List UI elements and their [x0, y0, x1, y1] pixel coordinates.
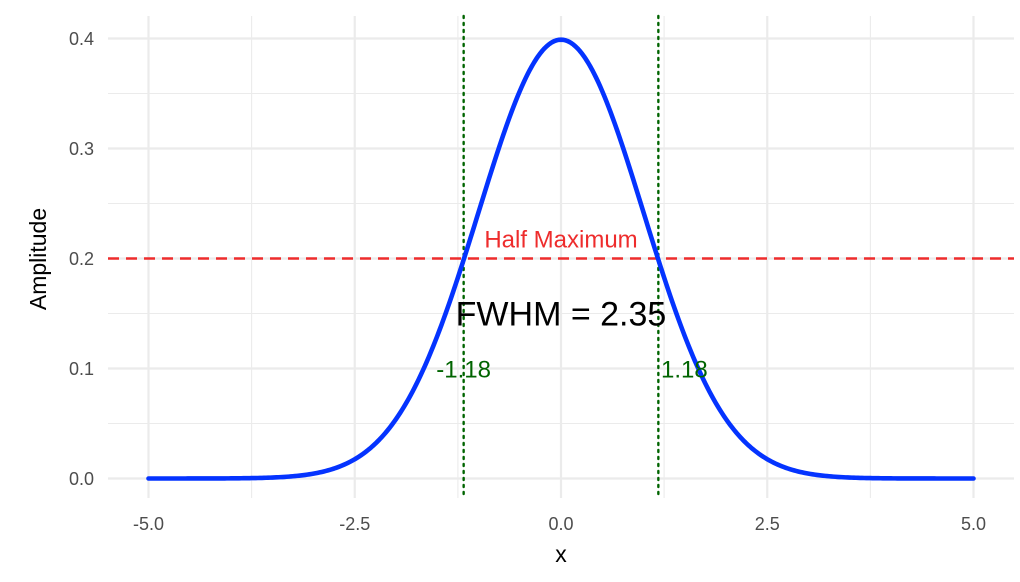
fwhm-annotation: FWHM = 2.35 — [456, 296, 667, 334]
x-tick-label: -2.5 — [339, 514, 370, 534]
y-axis-ticks: 0.0 0.1 0.2 0.3 0.4 — [69, 29, 94, 489]
x-tick-label: 2.5 — [755, 514, 780, 534]
x-tick-label: 5.0 — [961, 514, 986, 534]
series-line — [146, 37, 976, 481]
fwhm-right-label: 1.18 — [661, 357, 708, 384]
fwhm-left-label: -1.18 — [436, 357, 491, 384]
grid-major — [108, 16, 1014, 498]
y-tick-label: 0.1 — [69, 359, 94, 379]
y-tick-label: 0.2 — [69, 249, 94, 269]
y-tick-label: 0.0 — [69, 469, 94, 489]
half-maximum-label: Half Maximum — [484, 227, 637, 254]
x-axis-title: x — [555, 541, 567, 567]
y-tick-label: 0.3 — [69, 139, 94, 159]
x-tick-label: 0.0 — [548, 514, 573, 534]
x-tick-label: -5.0 — [133, 514, 164, 534]
x-axis-ticks: -5.0 -2.5 0.0 2.5 5.0 — [133, 514, 986, 534]
plot-area: Half Maximum -1.18 1.18 FWHM = 2.35 — [108, 14, 1014, 500]
y-tick-label: 0.4 — [69, 29, 94, 49]
y-axis-title: Amplitude — [25, 208, 51, 310]
